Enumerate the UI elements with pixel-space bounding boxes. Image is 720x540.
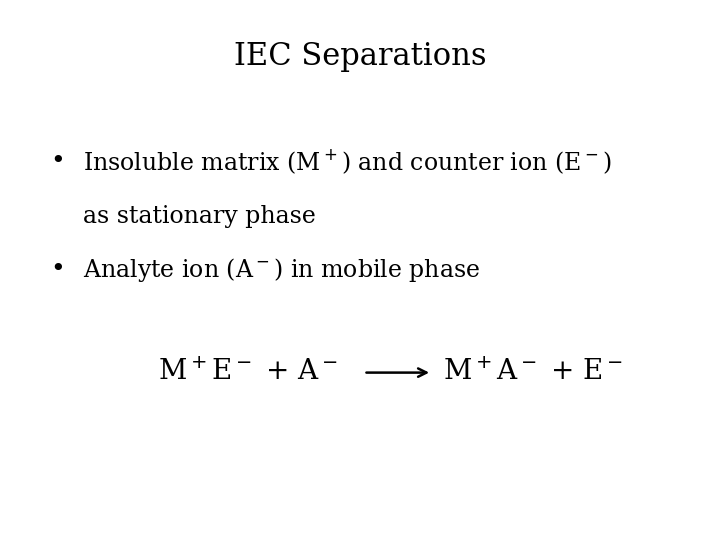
Text: •: • (50, 151, 65, 173)
Text: Analyte ion (A$^-$) in mobile phase: Analyte ion (A$^-$) in mobile phase (83, 256, 480, 284)
Text: M$^+$E$^-$ + A$^-$: M$^+$E$^-$ + A$^-$ (158, 359, 338, 387)
Text: •: • (50, 259, 65, 281)
Text: as stationary phase: as stationary phase (83, 205, 315, 227)
Text: M$^+$A$^-$ + E$^-$: M$^+$A$^-$ + E$^-$ (443, 359, 623, 387)
Text: Insoluble matrix (M$^+$) and counter ion (E$^-$): Insoluble matrix (M$^+$) and counter ion… (83, 148, 611, 176)
Text: IEC Separations: IEC Separations (234, 41, 486, 72)
